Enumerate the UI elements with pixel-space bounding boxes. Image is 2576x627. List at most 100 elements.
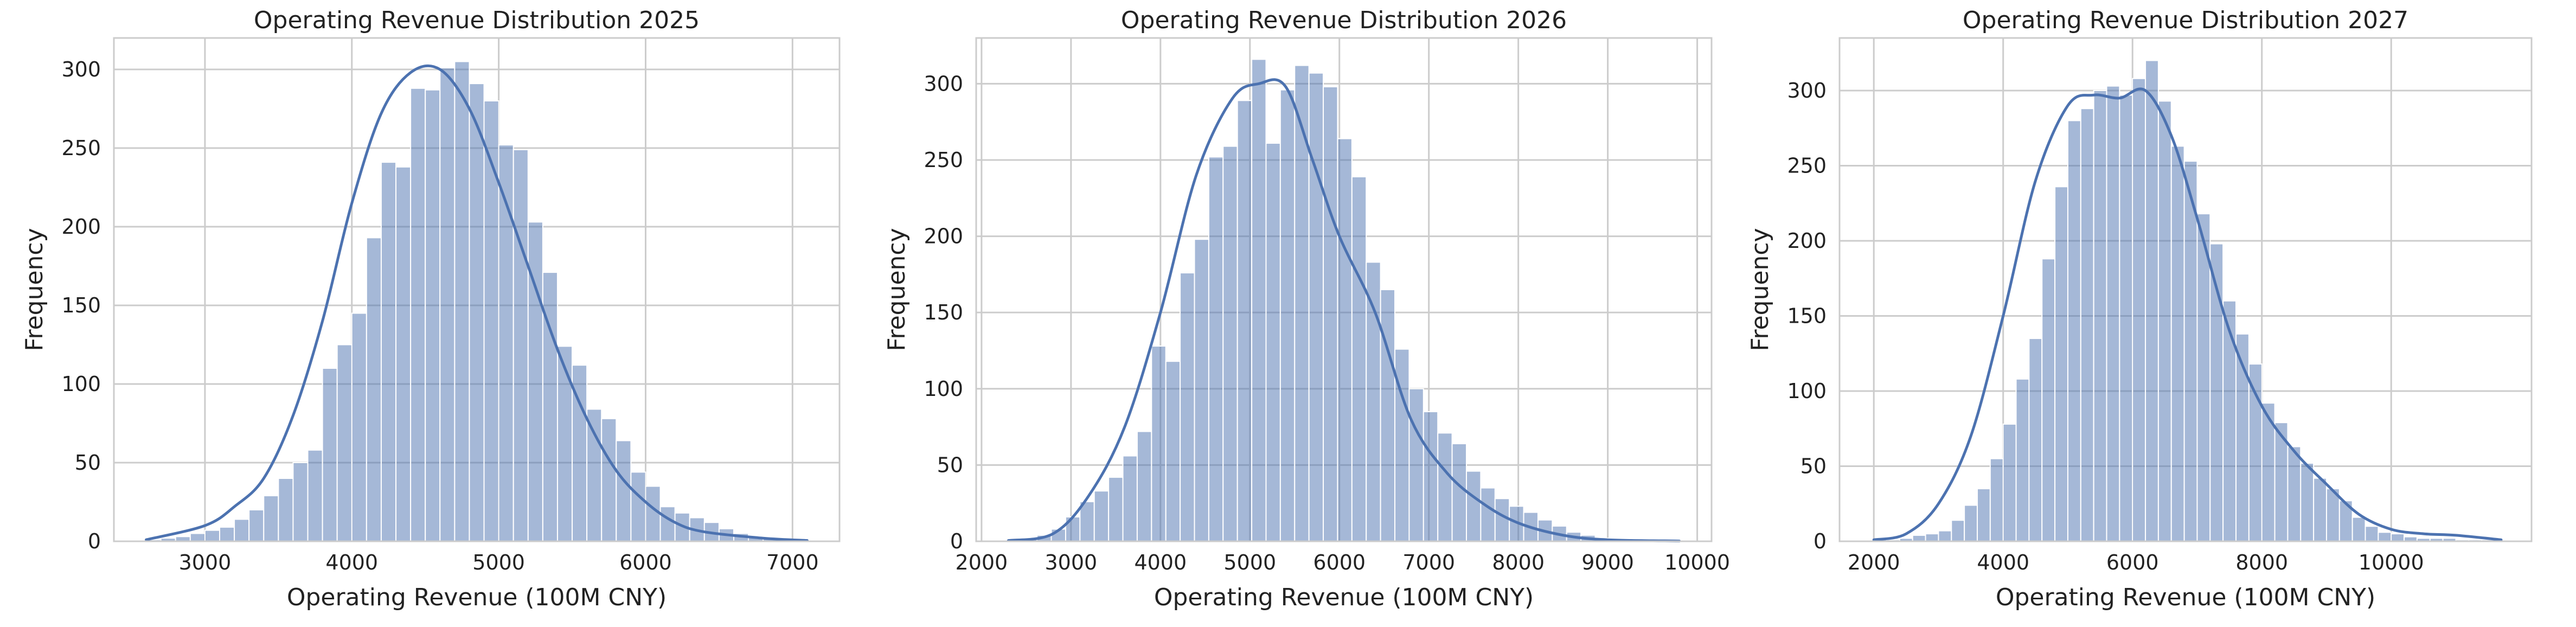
x-axis-label: Operating Revenue (100M CNY) — [287, 584, 667, 611]
histogram-bars — [146, 62, 808, 542]
histogram-bar — [2094, 91, 2107, 541]
x-tick-label: 2000 — [956, 551, 1008, 574]
histogram-bar — [337, 345, 352, 542]
histogram-bar — [1366, 262, 1380, 541]
histogram-bar — [1495, 498, 1509, 541]
histogram-bar — [2003, 424, 2016, 541]
histogram-bar — [220, 527, 234, 541]
histogram-bar — [1323, 87, 1337, 541]
histogram-bar — [2223, 301, 2236, 541]
histogram-bar — [1438, 433, 1452, 541]
x-axis-label: Operating Revenue (100M CNY) — [1996, 584, 2375, 611]
y-tick-label: 100 — [1787, 379, 1827, 403]
histogram-bar — [2042, 259, 2055, 541]
histogram-bar — [631, 472, 645, 541]
histogram-bar — [2301, 463, 2314, 541]
histogram-bar — [2068, 120, 2081, 541]
histogram-bar — [2184, 161, 2197, 541]
chart-title: Operating Revenue Distribution 2026 — [1121, 7, 1567, 34]
x-tick-label: 9000 — [1581, 551, 1634, 574]
y-tick-label: 150 — [924, 300, 963, 324]
y-tick-label: 0 — [1814, 529, 1827, 553]
histogram-bar — [293, 463, 307, 541]
histogram-bar — [2391, 534, 2404, 541]
histogram-bar — [1295, 66, 1309, 541]
x-tick-label: 8000 — [1492, 551, 1545, 574]
plot-area — [114, 38, 840, 541]
histogram-bar — [1309, 73, 1323, 541]
histogram-bar — [2055, 187, 2068, 541]
histogram-bar — [2366, 526, 2379, 541]
histogram-bar — [425, 90, 440, 541]
histogram-bar — [1452, 444, 1466, 541]
y-tick-label: 0 — [88, 529, 101, 553]
histogram-bar — [1180, 273, 1194, 541]
histogram-bar — [352, 314, 367, 542]
histogram-bar — [1252, 59, 1266, 541]
histogram-bar — [190, 534, 205, 542]
histogram-bar — [249, 510, 264, 541]
histogram-bar — [2145, 61, 2158, 541]
histogram-bar — [2158, 101, 2171, 541]
histogram-bar — [2171, 146, 2184, 541]
histogram-bar — [1209, 157, 1223, 541]
x-tick-label: 2000 — [1848, 551, 1900, 574]
y-tick-label: 150 — [61, 293, 101, 317]
histogram-bar — [367, 238, 381, 541]
chart-title: Operating Revenue Distribution 2027 — [1963, 7, 2408, 34]
x-tick-label: 10000 — [1664, 551, 1730, 574]
histogram-bar — [2314, 478, 2327, 541]
y-tick-label: 300 — [924, 72, 963, 95]
y-tick-label: 50 — [1800, 454, 1827, 478]
chart-title: Operating Revenue Distribution 2025 — [254, 7, 700, 34]
histogram-bar — [2107, 86, 2120, 541]
y-axis-label: Frequency — [1746, 228, 1774, 351]
x-tick-label: 7000 — [766, 551, 819, 574]
histogram-bar — [1913, 535, 1926, 541]
histogram-bar — [1195, 239, 1209, 541]
histogram-bar — [1964, 506, 1977, 541]
histogram-bar — [1166, 361, 1180, 541]
histogram-bar — [411, 88, 425, 541]
histogram-2027: Operating Revenue Distribution 2027 Oper… — [1746, 7, 2532, 611]
histogram-bar — [1108, 477, 1123, 541]
histogram-bar — [1352, 177, 1366, 541]
histogram-bars — [1008, 59, 1681, 541]
y-tick-label: 250 — [1787, 153, 1827, 177]
histogram-bar — [2119, 95, 2132, 541]
x-tick-label: 5000 — [1223, 551, 1276, 574]
histogram-bar — [2353, 517, 2366, 541]
histogram-bar — [1466, 471, 1481, 541]
histogram-bar — [234, 519, 249, 541]
histogram-bar — [2016, 379, 2029, 541]
y-tick-label: 100 — [924, 377, 963, 401]
histogram-bar — [1223, 146, 1237, 541]
histogram-2025: Operating Revenue Distribution 2025 Oper… — [21, 7, 840, 611]
histogram-bar — [1381, 290, 1395, 541]
plot-area — [976, 38, 1712, 541]
y-tick-label: 200 — [1787, 229, 1827, 253]
y-tick-label: 0 — [950, 529, 963, 553]
histogram-bar — [264, 496, 278, 541]
histogram-bar — [308, 450, 323, 541]
histogram-bar — [558, 346, 572, 541]
y-tick-label: 100 — [61, 372, 101, 396]
y-tick-label: 150 — [1787, 304, 1827, 328]
histogram-bar — [1094, 491, 1108, 541]
plot-area — [1840, 38, 2532, 541]
x-tick-label: 7000 — [1402, 551, 1455, 574]
histogram-bar — [2132, 79, 2145, 541]
histogram-bar — [484, 101, 499, 541]
x-axis-label: Operating Revenue (100M CNY) — [1154, 584, 1534, 611]
x-tick-label: 3000 — [1045, 551, 1098, 574]
y-tick-label: 50 — [75, 451, 101, 475]
histogram-bar — [1280, 90, 1295, 541]
histogram-bar — [1938, 531, 1951, 541]
histogram-bar — [1337, 139, 1351, 541]
histogram-bars — [1874, 61, 2495, 541]
histogram-bar — [1990, 459, 2003, 541]
x-tick-label: 6000 — [1313, 551, 1366, 574]
x-tick-label: 6000 — [619, 551, 672, 574]
histogram-bar — [1926, 534, 1939, 541]
